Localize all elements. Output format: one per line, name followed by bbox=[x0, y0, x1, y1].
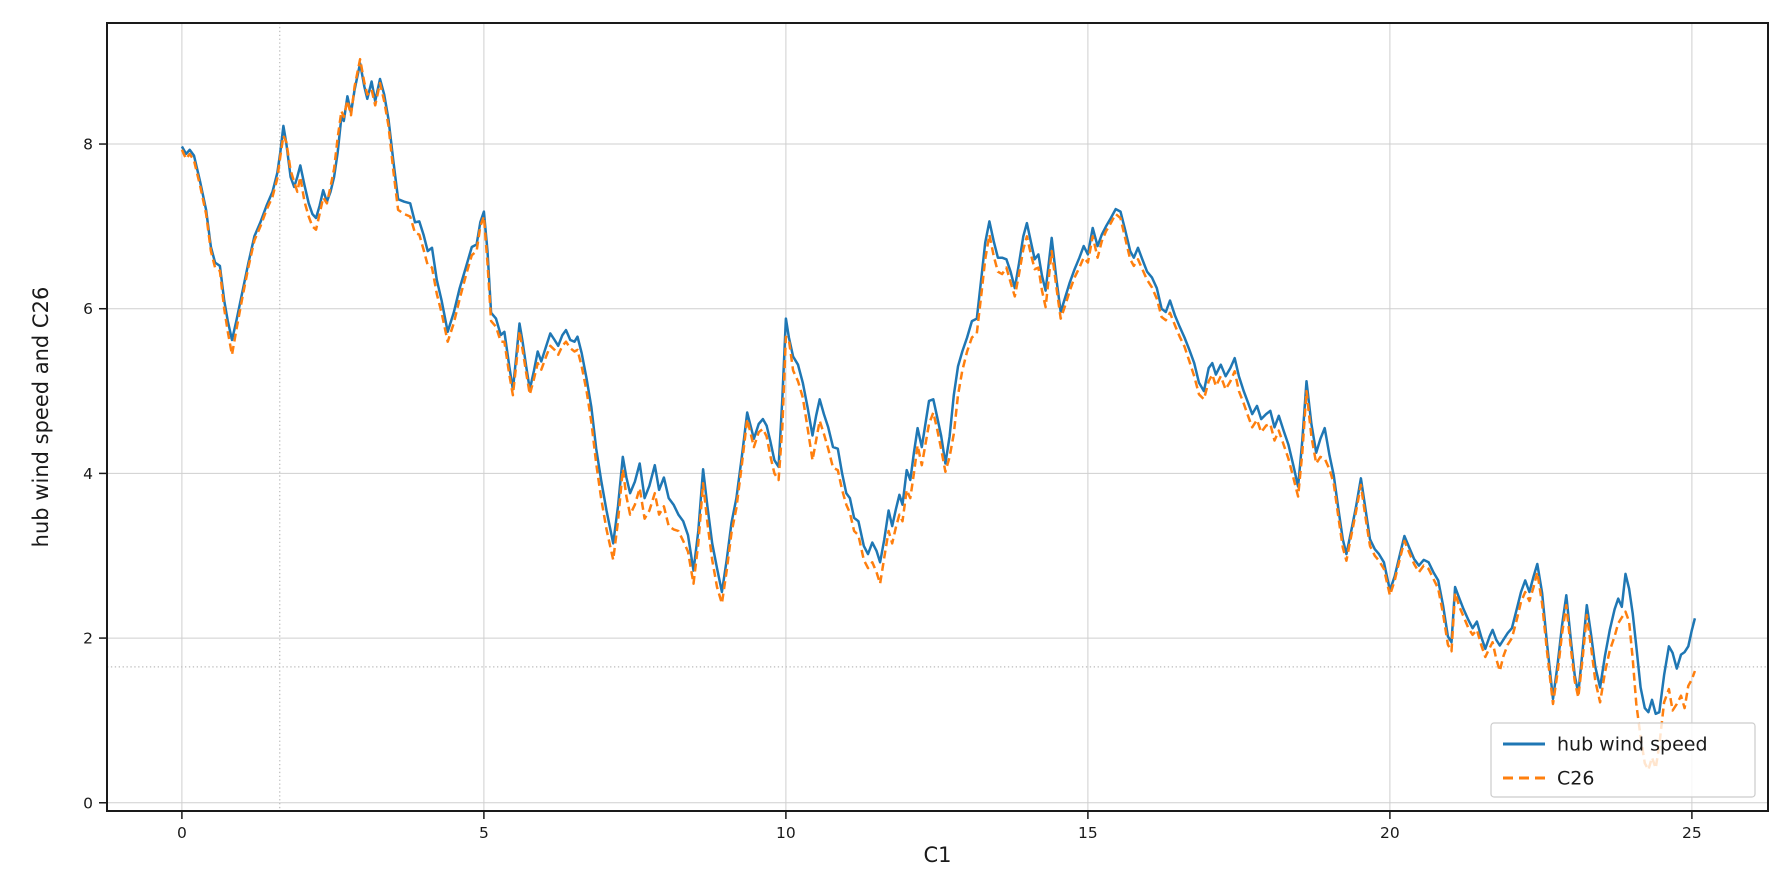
x-tick-label: 0 bbox=[177, 824, 187, 842]
y-tick-label: 0 bbox=[83, 794, 93, 812]
x-tick-label: 20 bbox=[1380, 824, 1400, 842]
grid-layer bbox=[107, 23, 1768, 811]
y-tick-label: 8 bbox=[83, 136, 93, 154]
axes-border bbox=[106, 22, 1769, 812]
hub-wind-speed-line bbox=[180, 62, 1697, 716]
legend-box bbox=[1490, 722, 1756, 798]
axis-ticks: 0 5 10 15 20 25 0 2 4 6 8 bbox=[83, 136, 1702, 842]
x-tick-label: 15 bbox=[1078, 824, 1098, 842]
series-layer bbox=[180, 57, 1697, 772]
y-tick-label: 4 bbox=[83, 465, 93, 483]
y-axis-label: hub wind speed and C26 bbox=[29, 287, 53, 548]
legend-label-c26: C26 bbox=[1557, 768, 1594, 790]
y-tick-label: 2 bbox=[83, 630, 93, 648]
reference-lines bbox=[107, 23, 1768, 811]
legend-label-hub-wind-speed: hub wind speed bbox=[1557, 734, 1708, 756]
x-axis-label: C1 bbox=[923, 843, 951, 867]
x-tick-label: 25 bbox=[1682, 824, 1702, 842]
x-tick-label: 10 bbox=[776, 824, 796, 842]
axes-spines bbox=[106, 22, 1769, 812]
legend: hub wind speed C26 bbox=[1490, 722, 1756, 798]
c26-line bbox=[180, 57, 1697, 772]
x-tick-label: 5 bbox=[479, 824, 489, 842]
y-tick-label: 6 bbox=[83, 300, 93, 318]
